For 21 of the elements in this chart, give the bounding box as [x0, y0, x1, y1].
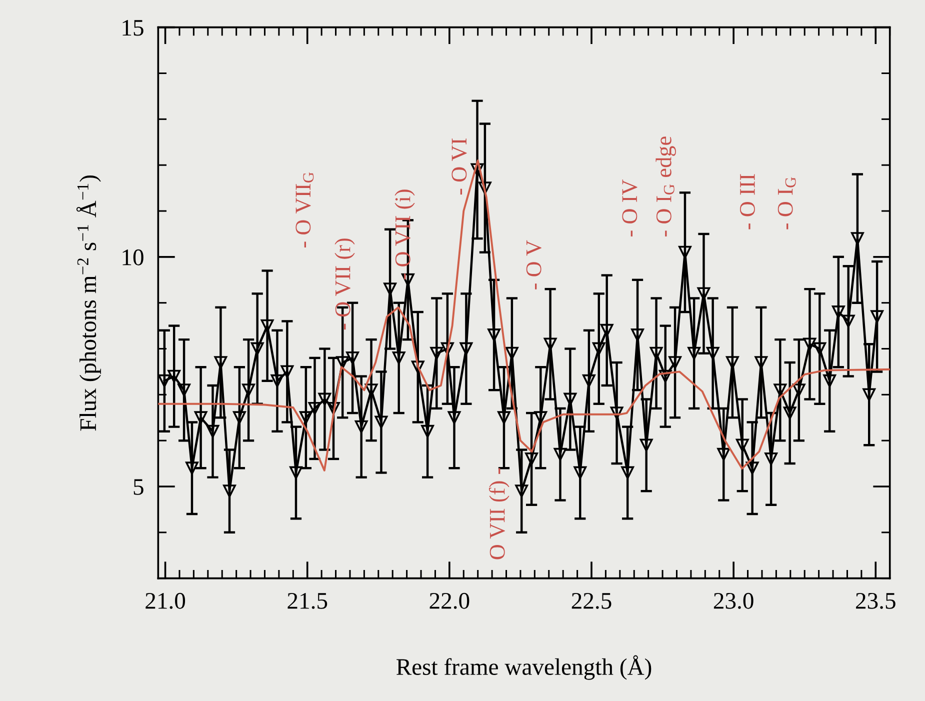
x-tick-label: 22.5: [572, 592, 612, 609]
annotation: - O IV: [622, 180, 638, 236]
x-tick-label: 23.5: [856, 592, 896, 609]
y-tick-label: 5: [134, 479, 144, 495]
y-tick-label: 15: [122, 20, 144, 36]
y-axis-title: Flux (photons m$^{−2}$ s$^{−1}$ Å$^{−1}$): [76, 175, 101, 431]
annotation: - O VII (i): [394, 190, 415, 280]
annotation: - O V: [526, 240, 542, 290]
annotation: - O I$_{G}$ edge: [656, 136, 676, 236]
y-tick-label: 10: [122, 249, 144, 266]
annotation: - O I$_{G}$: [778, 177, 796, 230]
x-tick-label: 22.0: [430, 592, 470, 609]
x-tick-label: 21.5: [288, 592, 328, 609]
annotation: O VII (f) -: [488, 468, 510, 560]
annotation: - O VI: [452, 138, 467, 195]
annotation: - O VII (r): [334, 238, 355, 330]
annotation: - O III: [740, 174, 755, 230]
x-tick-label: 21.0: [146, 592, 186, 609]
x-tick-label: 23.0: [714, 592, 754, 609]
annotation: - O VII$_{G}$: [296, 172, 314, 248]
x-axis-title: Rest frame wavelength (Å): [396, 655, 652, 680]
